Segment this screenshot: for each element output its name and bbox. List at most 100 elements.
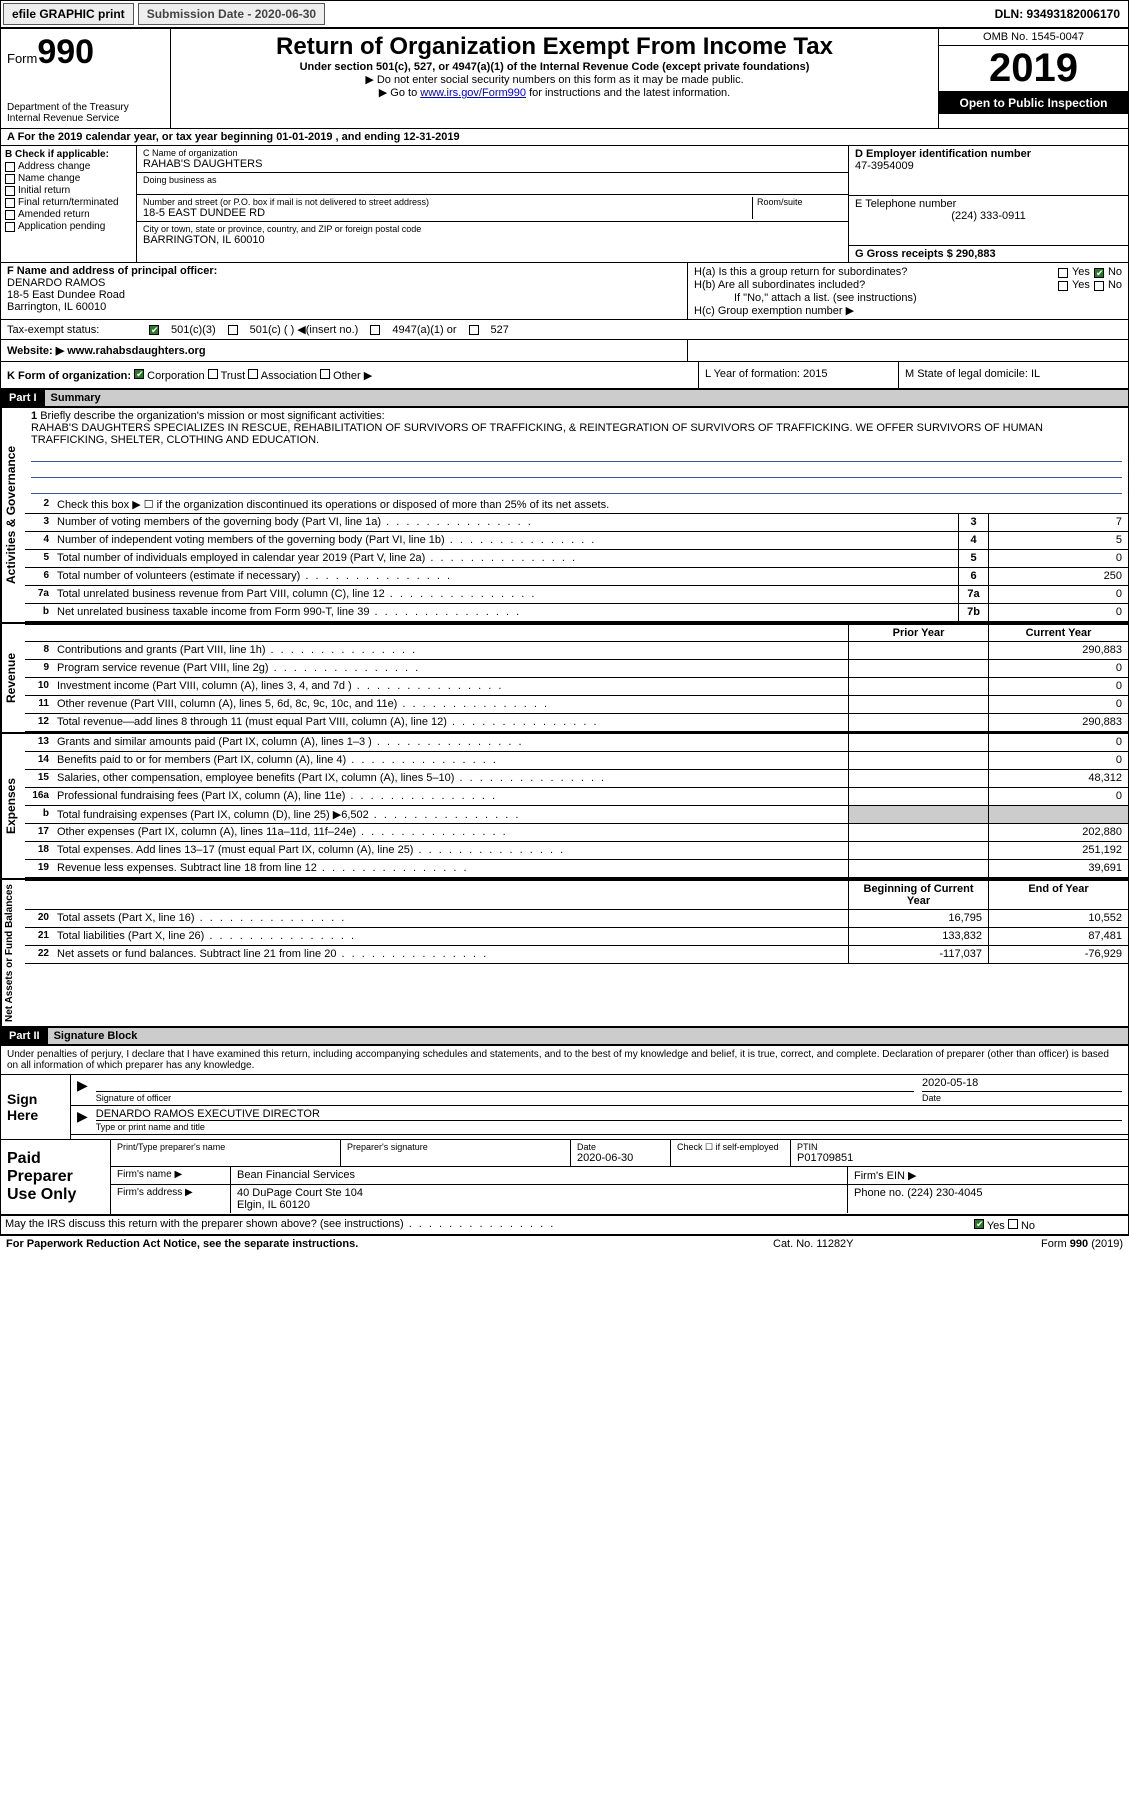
part1-title: Summary	[45, 390, 1128, 407]
chk-final-return[interactable]	[5, 198, 15, 208]
net-assets-section: Net Assets or Fund Balances Beginning of…	[1, 880, 1128, 1028]
part2-label: Part II	[1, 1028, 48, 1045]
paperwork-notice: For Paperwork Reduction Act Notice, see …	[6, 1238, 773, 1250]
irs-link[interactable]: www.irs.gov/Form990	[420, 87, 526, 99]
table-row: 20Total assets (Part X, line 16)16,79510…	[25, 910, 1128, 928]
side-net: Net Assets or Fund Balances	[1, 880, 25, 1026]
side-governance: Activities & Governance	[1, 408, 25, 622]
street-value: 18-5 EAST DUNDEE RD	[143, 207, 752, 219]
korg-label: K Form of organization:	[7, 370, 131, 382]
line-1: 1 Briefly describe the organization's mi…	[25, 408, 1128, 496]
officer-city: Barrington, IL 60010	[7, 301, 681, 313]
chk-corp[interactable]	[134, 369, 144, 379]
hb-note: If "No," attach a list. (see instruction…	[694, 292, 1122, 304]
ha-yes[interactable]	[1058, 268, 1068, 278]
chk-527[interactable]	[469, 325, 479, 335]
top-toolbar: efile GRAPHIC print Submission Date - 20…	[0, 0, 1129, 28]
city-label: City or town, state or province, country…	[143, 224, 842, 234]
chk-501c3[interactable]	[149, 325, 159, 335]
website-value: www.rahabsdaughters.org	[67, 345, 205, 357]
table-row: 10Investment income (Part VIII, column (…	[25, 678, 1128, 696]
table-row: 7aTotal unrelated business revenue from …	[25, 586, 1128, 604]
org-name-label: C Name of organization	[143, 148, 842, 158]
chk-address-change[interactable]	[5, 162, 15, 172]
room-label: Room/suite	[757, 197, 842, 207]
subtitle-2: ▶ Do not enter social security numbers o…	[177, 73, 932, 86]
phone-label: E Telephone number	[855, 198, 1122, 210]
firm-name-value: Bean Financial Services	[231, 1167, 848, 1184]
self-employed-check[interactable]: Check ☐ if self-employed	[671, 1140, 791, 1166]
sig-date-label: Date	[922, 1091, 1122, 1103]
hb-no[interactable]	[1094, 281, 1104, 291]
prep-date-value: 2020-06-30	[577, 1152, 664, 1164]
hb-yes[interactable]	[1058, 281, 1068, 291]
expenses-section: Expenses 13Grants and similar amounts pa…	[1, 734, 1128, 880]
line-2: Check this box ▶ ☐ if the organization d…	[53, 496, 1128, 513]
prep-name-label: Print/Type preparer's name	[117, 1142, 334, 1152]
phone-value: (224) 333-0911	[855, 210, 1122, 222]
form-header: Form990 Department of the Treasury Inter…	[1, 29, 1128, 129]
mission-text: RAHAB'S DAUGHTERS SPECIALIZES IN RESCUE,…	[31, 422, 1122, 446]
sig-type-label: Type or print name and title	[96, 1120, 1122, 1132]
sig-name-value: DENARDO RAMOS EXECUTIVE DIRECTOR	[96, 1108, 1122, 1120]
paid-preparer-block: Paid Preparer Use Only Print/Type prepar…	[1, 1139, 1128, 1215]
taxex-label: Tax-exempt status:	[7, 324, 137, 336]
officer-label: F Name and address of principal officer:	[7, 265, 681, 277]
chk-assoc[interactable]	[248, 369, 258, 379]
ein-value: 47-3954009	[855, 160, 1122, 172]
side-expenses: Expenses	[1, 734, 25, 878]
ha-no[interactable]	[1094, 268, 1104, 278]
col-current: Current Year	[988, 625, 1128, 641]
table-row: 19Revenue less expenses. Subtract line 1…	[25, 860, 1128, 878]
efile-print-button[interactable]: efile GRAPHIC print	[3, 3, 134, 25]
chk-name-change[interactable]	[5, 174, 15, 184]
cat-no: Cat. No. 11282Y	[773, 1238, 973, 1250]
side-revenue: Revenue	[1, 624, 25, 732]
tax-exempt-row: Tax-exempt status: 501(c)(3) 501(c) ( ) …	[1, 320, 1128, 340]
discuss-no[interactable]	[1008, 1219, 1018, 1229]
table-row: 4Number of independent voting members of…	[25, 532, 1128, 550]
firm-phone: Phone no. (224) 230-4045	[848, 1185, 1128, 1213]
firm-addr2: Elgin, IL 60120	[237, 1199, 841, 1211]
table-row: 13Grants and similar amounts paid (Part …	[25, 734, 1128, 752]
block-b-c-d: B Check if applicable: Address change Na…	[1, 146, 1128, 263]
part1-header-row: Part I Summary	[1, 390, 1128, 408]
table-row: 17Other expenses (Part IX, column (A), l…	[25, 824, 1128, 842]
k-org-row: K Form of organization: Corporation Trus…	[1, 362, 1128, 390]
year-formation: L Year of formation: 2015	[698, 362, 898, 388]
sig-officer-label: Signature of officer	[96, 1091, 914, 1103]
ein-label: D Employer identification number	[855, 148, 1122, 160]
firm-addr1: 40 DuPage Court Ste 104	[237, 1187, 841, 1199]
dln: DLN: 93493182006170	[987, 4, 1128, 24]
discuss-yes[interactable]	[974, 1219, 984, 1229]
chk-amended[interactable]	[5, 210, 15, 220]
table-row: 3Number of voting members of the governi…	[25, 514, 1128, 532]
city-value: BARRINGTON, IL 60010	[143, 234, 842, 246]
officer-name: DENARDO RAMOS	[7, 277, 681, 289]
website-row: Website: ▶ www.rahabsdaughters.org	[1, 340, 1128, 362]
subtitle-1: Under section 501(c), 527, or 4947(a)(1)…	[177, 61, 932, 73]
chk-trust[interactable]	[208, 369, 218, 379]
table-row: 5Total number of individuals employed in…	[25, 550, 1128, 568]
chk-app-pending[interactable]	[5, 222, 15, 232]
form-number: 990	[37, 33, 94, 71]
dba-label: Doing business as	[143, 175, 842, 185]
hb-label: H(b) Are all subordinates included?	[694, 279, 1054, 291]
table-row: 21Total liabilities (Part X, line 26)133…	[25, 928, 1128, 946]
box-b-label: B Check if applicable:	[5, 149, 132, 160]
chk-initial-return[interactable]	[5, 186, 15, 196]
ha-label: H(a) Is this a group return for subordin…	[694, 266, 1054, 278]
chk-501c[interactable]	[228, 325, 238, 335]
col-begin: Beginning of Current Year	[848, 881, 988, 909]
chk-other[interactable]	[320, 369, 330, 379]
sign-here-label: Sign Here	[1, 1075, 71, 1139]
chk-4947[interactable]	[370, 325, 380, 335]
table-row: 12Total revenue—add lines 8 through 11 (…	[25, 714, 1128, 732]
arrow-icon: ▶	[77, 1108, 88, 1132]
part1-label: Part I	[1, 390, 45, 407]
table-row: 6Total number of volunteers (estimate if…	[25, 568, 1128, 586]
table-row: 11Other revenue (Part VIII, column (A), …	[25, 696, 1128, 714]
paid-label: Paid Preparer Use Only	[1, 1140, 111, 1214]
row-f-h: F Name and address of principal officer:…	[1, 263, 1128, 320]
firm-name-label: Firm's name ▶	[111, 1167, 231, 1184]
